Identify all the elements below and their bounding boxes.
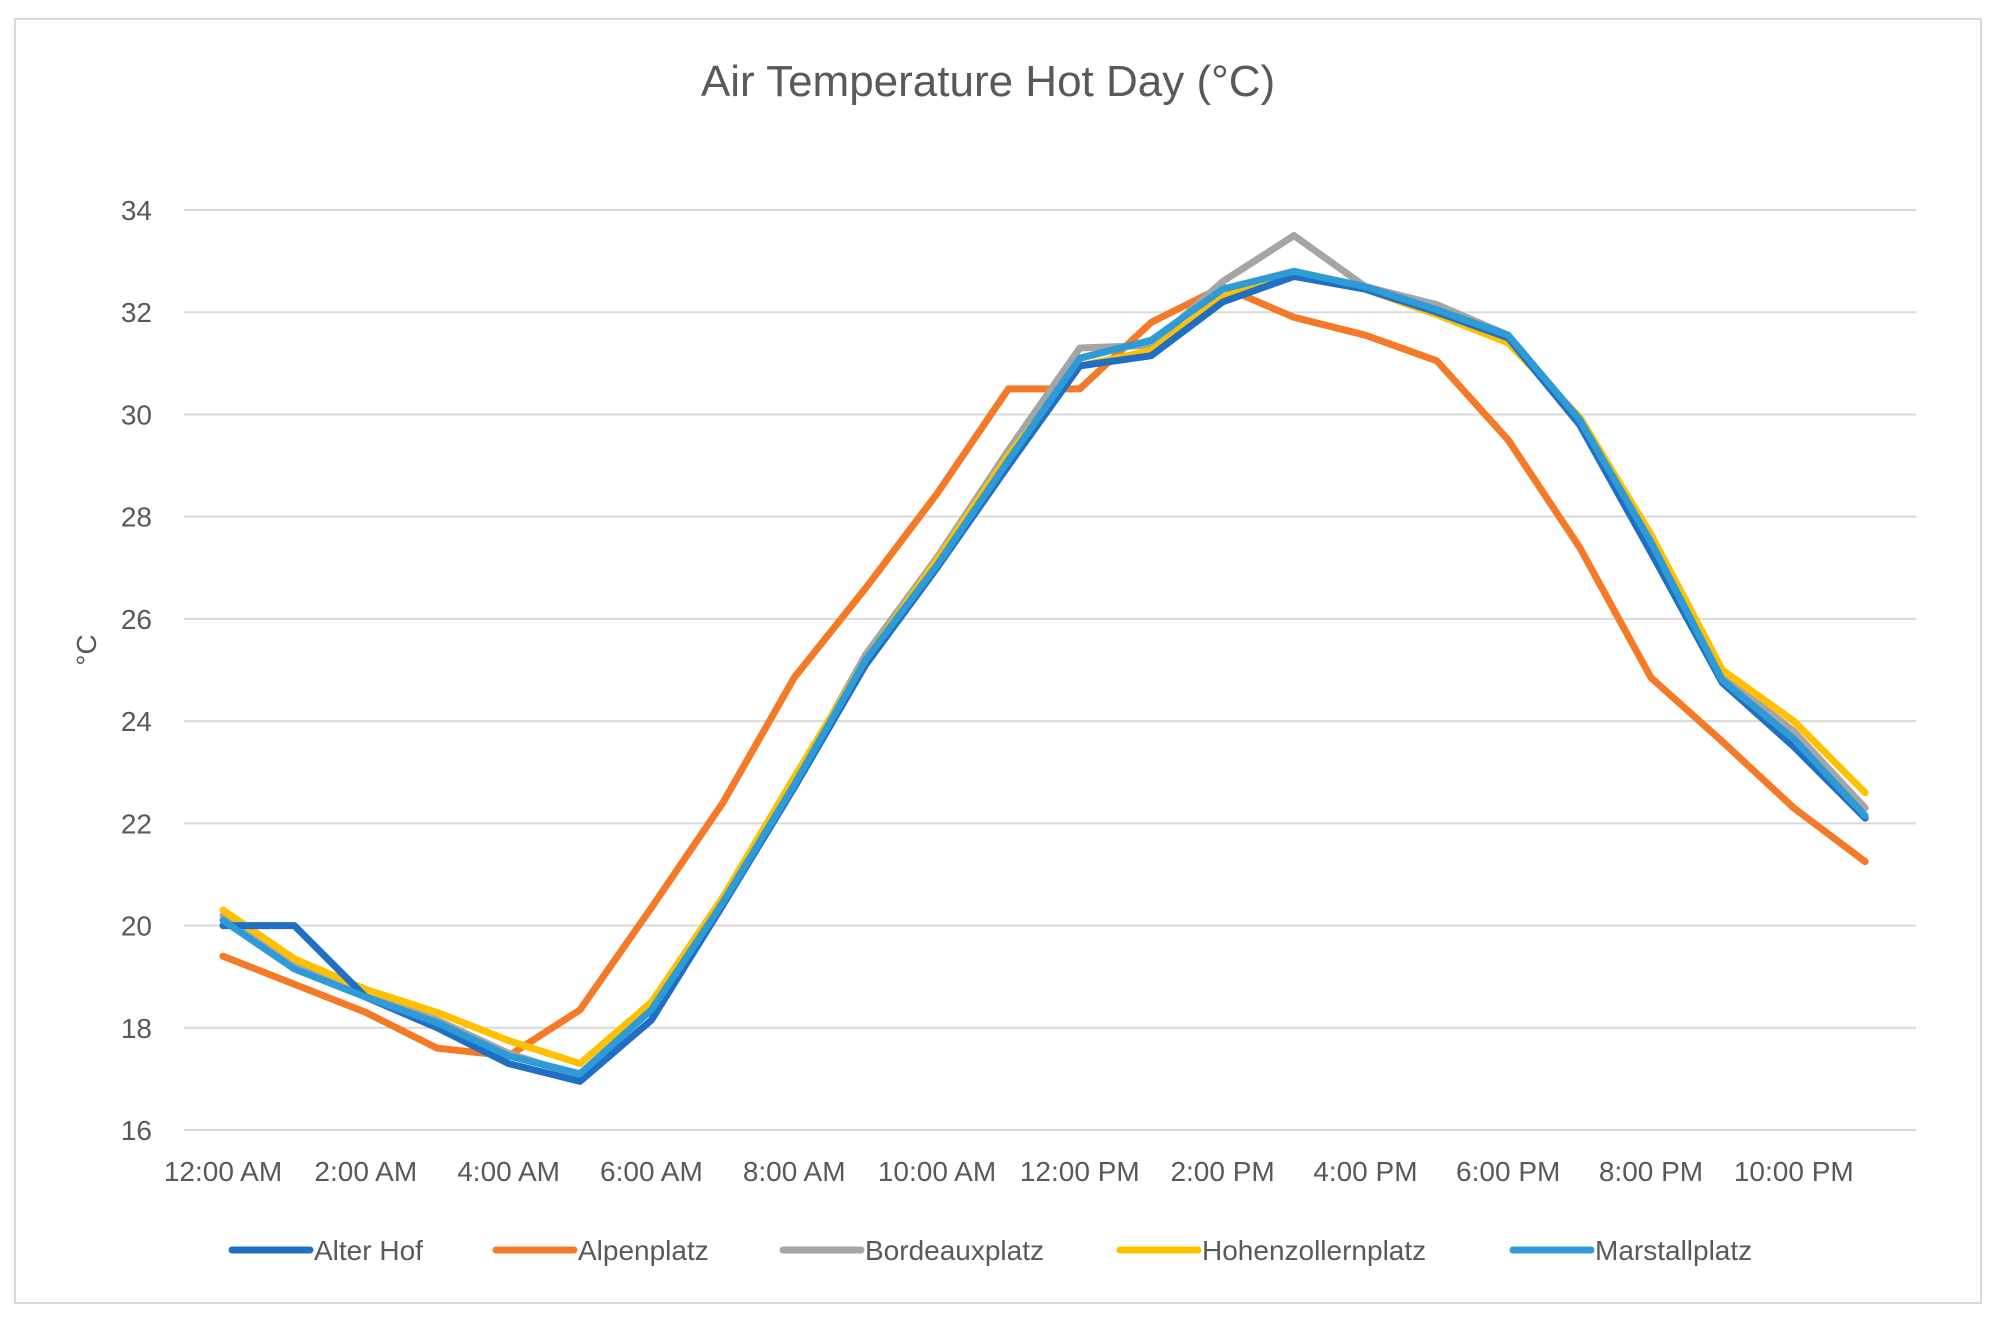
chart-frame [14,18,1982,1304]
y-tick-label: 24 [121,706,152,737]
x-tick-label: 8:00 AM [743,1156,846,1187]
legend: Alter Hof Alpenplatz Bordeauxplatz Hohenzol… [228,1235,1752,1266]
gridlines [184,209,1916,1131]
series-lines [219,232,1869,1085]
x-tick-label: 2:00 AM [314,1156,417,1187]
y-tick-label: 22 [121,808,152,839]
legend-label: Alpenplatz [578,1235,709,1266]
x-tick-label: 6:00 PM [1456,1156,1560,1187]
y-tick-label: 18 [121,1013,152,1044]
y-tick-label: 28 [121,502,152,533]
x-tick-label: 10:00 PM [1734,1156,1854,1187]
chart-title: Air Temperature Hot Day (°C) [701,57,1275,106]
y-axis-label: °C [71,634,102,665]
series-line-marstallplatz [219,267,1869,1078]
x-tick-label: 4:00 PM [1313,1156,1417,1187]
x-tick-label: 4:00 AM [457,1156,560,1187]
y-tick-label: 16 [121,1115,152,1146]
x-tick-label: 8:00 PM [1599,1156,1703,1187]
x-tick-label: 2:00 PM [1170,1156,1274,1187]
x-tick-label: 12:00 PM [1020,1156,1140,1187]
legend-label: Alter Hof [314,1235,423,1266]
x-axis-ticks: 12:00 AM 2:00 AM 4:00 AM 6:00 AM 8:00 AM 10:0… [164,1156,1854,1187]
y-tick-label: 34 [121,195,152,226]
y-tick-label: 32 [121,297,152,328]
y-tick-label: 26 [121,604,152,635]
legend-label: Marstallplatz [1595,1235,1752,1266]
x-tick-label: 12:00 AM [164,1156,282,1187]
y-tick-label: 20 [121,911,152,942]
legend-label: Hohenzollernplatz [1202,1235,1426,1266]
x-tick-label: 6:00 AM [600,1156,703,1187]
y-axis-ticks: 16 18 20 22 24 26 28 30 32 34 [121,195,152,1146]
x-tick-label: 10:00 AM [878,1156,996,1187]
series-line-bordeauxplatz [219,232,1869,1080]
y-tick-label: 30 [121,399,152,430]
legend-label: Bordeauxplatz [865,1235,1044,1266]
